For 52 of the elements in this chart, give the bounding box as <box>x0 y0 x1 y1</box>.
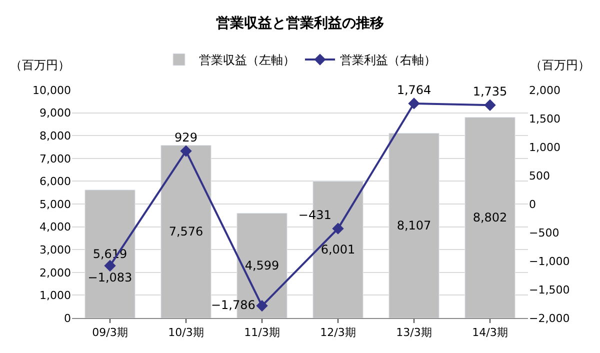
point <box>104 260 116 272</box>
data-label: 8,107 <box>396 218 432 233</box>
y2-tick-label: 500 <box>529 169 550 182</box>
bar <box>464 117 516 318</box>
y-tick-label: 3,000 <box>40 243 71 256</box>
chart-title: 営業収益と営業利益の推移 <box>216 15 384 32</box>
x-tick-label: 09/3期 <box>92 326 128 340</box>
y2-tick-label: 1,500 <box>529 112 560 126</box>
y2-tick-label: 1,000 <box>529 140 560 154</box>
point <box>256 300 268 312</box>
y-tick-label: 2,000 <box>40 266 71 280</box>
y2-tick-label: −1,000 <box>529 254 570 268</box>
x-tick-label: 10/3期 <box>168 326 204 340</box>
point <box>332 222 344 234</box>
data-label: 1,735 <box>472 84 508 98</box>
data-label: −1,786 <box>210 298 256 312</box>
bar <box>388 132 440 318</box>
data-label: −1,083 <box>88 270 132 284</box>
data-label: 4,599 <box>244 258 280 273</box>
y-tick-label: 8,000 <box>40 129 71 142</box>
data-label: 6,001 <box>320 242 356 257</box>
data-label: 1,764 <box>396 82 432 97</box>
bar <box>160 145 212 318</box>
x-tick-label: 13/3期 <box>396 326 432 340</box>
y2-tick-label: 2,000 <box>529 84 560 97</box>
bar <box>84 190 136 318</box>
point <box>484 99 496 111</box>
data-label: 929 <box>174 130 198 144</box>
y-tick-label: 5,000 <box>40 198 71 211</box>
y-tick-label: 6,000 <box>40 175 71 188</box>
y2-axis-title: （百万円） <box>530 58 590 72</box>
x-tick-label: 12/3期 <box>320 326 356 340</box>
y2-tick-label: −2,000 <box>529 312 570 325</box>
legend-label: 営業利益（右軸） <box>340 53 436 68</box>
point <box>408 98 420 110</box>
data-label: −431 <box>298 208 332 222</box>
y-tick-label: 7,000 <box>40 152 71 166</box>
y2-tick-label: −500 <box>529 226 560 240</box>
y2-tick-label: −1,500 <box>529 283 570 296</box>
y-tick-label: 1,000 <box>40 289 71 302</box>
point <box>180 145 192 157</box>
y2-tick-label: 0 <box>529 198 536 211</box>
y-tick-label: 10,000 <box>32 84 71 97</box>
y-axis-title: （百万円） <box>10 58 70 72</box>
y-tick-label: 9,000 <box>40 106 71 120</box>
y-tick-label: 0 <box>64 312 71 325</box>
data-label: 7,576 <box>168 224 204 239</box>
legend-label: 営業収益（左軸） <box>199 53 295 68</box>
y-tick-label: 4,000 <box>40 220 71 234</box>
x-tick-label: 11/3期 <box>244 326 280 340</box>
x-tick-label: 14/3期 <box>472 326 508 340</box>
data-label: 8,802 <box>472 210 508 225</box>
